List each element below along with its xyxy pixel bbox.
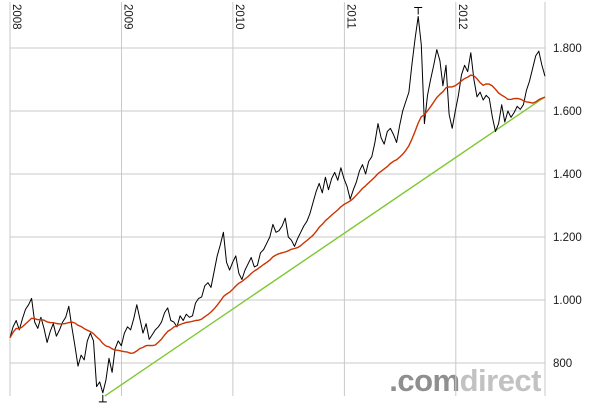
y-tick-label: 1.400 xyxy=(553,169,582,181)
x-tick-label: 2011 xyxy=(344,4,356,29)
grid-layer xyxy=(9,2,546,396)
x-tick-label: 2010 xyxy=(233,4,245,30)
marker-layer xyxy=(98,7,423,403)
y-tick-label: 800 xyxy=(553,358,572,370)
moving-average-line xyxy=(9,74,546,354)
y-tick-label: 1.800 xyxy=(553,43,582,55)
y-tick-label: 1.000 xyxy=(553,295,582,307)
x-tick-label: 2009 xyxy=(122,4,134,30)
y-tick-label: 1.600 xyxy=(553,106,582,118)
series-layer xyxy=(9,16,546,397)
y-tick-label: 1.200 xyxy=(553,232,582,244)
x-tick-label: 2012 xyxy=(456,4,468,30)
watermark-direct: direct xyxy=(460,363,542,398)
trend-line xyxy=(104,96,546,397)
x-tick-label: 2008 xyxy=(10,4,22,30)
price-line xyxy=(9,16,546,394)
watermark-com: .com xyxy=(389,363,459,398)
watermark-comdirect: .comdirect xyxy=(389,363,541,398)
label-layer: 800 1.000 1.200 1.400 1.600 1.800 2008 2009 2010… xyxy=(10,4,582,370)
